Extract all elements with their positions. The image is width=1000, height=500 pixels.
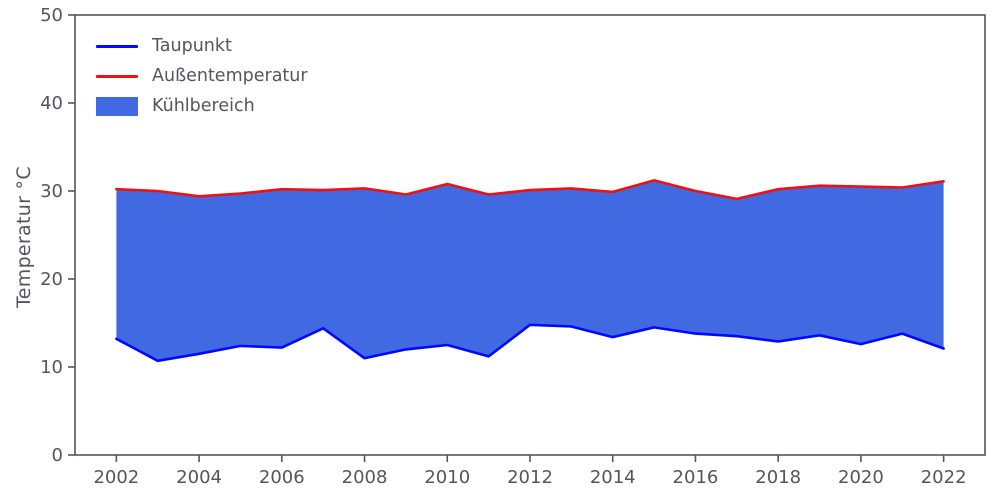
x-tick-label: 2002: [93, 467, 139, 488]
x-tick-label: 2020: [838, 467, 884, 488]
y-tick-label: 10: [40, 357, 63, 378]
taupunkt-line-swatch: [96, 44, 138, 48]
aussentemperatur-line-swatch: [96, 74, 138, 78]
x-tick-label: 2014: [590, 467, 636, 488]
legend-item-taupunkt: Taupunkt: [96, 36, 308, 56]
x-tick-label: 2004: [176, 467, 222, 488]
series-line-0: [115, 323, 945, 363]
fill-between-area: [116, 180, 944, 361]
series-line-1: [115, 179, 945, 201]
legend-label-kuehlbereich: Kühlbereich: [152, 96, 255, 116]
y-tick-label: 0: [52, 445, 63, 466]
legend-item-kuehlbereich: Kühlbereich: [96, 96, 308, 116]
x-tick-label: 2006: [259, 467, 305, 488]
y-axis-label: Temperatur °C: [13, 166, 35, 308]
kuehlbereich-patch-swatch: [96, 96, 138, 116]
legend: Taupunkt Außentemperatur Kühlbereich: [92, 32, 316, 120]
y-tick-label: 20: [40, 269, 63, 290]
x-tick-label: 2022: [921, 467, 967, 488]
x-tick-label: 2008: [342, 467, 388, 488]
x-tick-label: 2018: [755, 467, 801, 488]
y-tick-label: 50: [40, 5, 63, 26]
y-tick-label: 30: [40, 181, 63, 202]
x-tick-label: 2016: [673, 467, 719, 488]
y-tick-label: 40: [40, 93, 63, 114]
legend-label-taupunkt: Taupunkt: [152, 36, 232, 56]
x-tick-label: 2012: [507, 467, 553, 488]
legend-label-aussentemperatur: Außentemperatur: [152, 66, 308, 86]
legend-item-aussentemperatur: Außentemperatur: [96, 66, 308, 86]
x-tick-label: 2010: [424, 467, 470, 488]
